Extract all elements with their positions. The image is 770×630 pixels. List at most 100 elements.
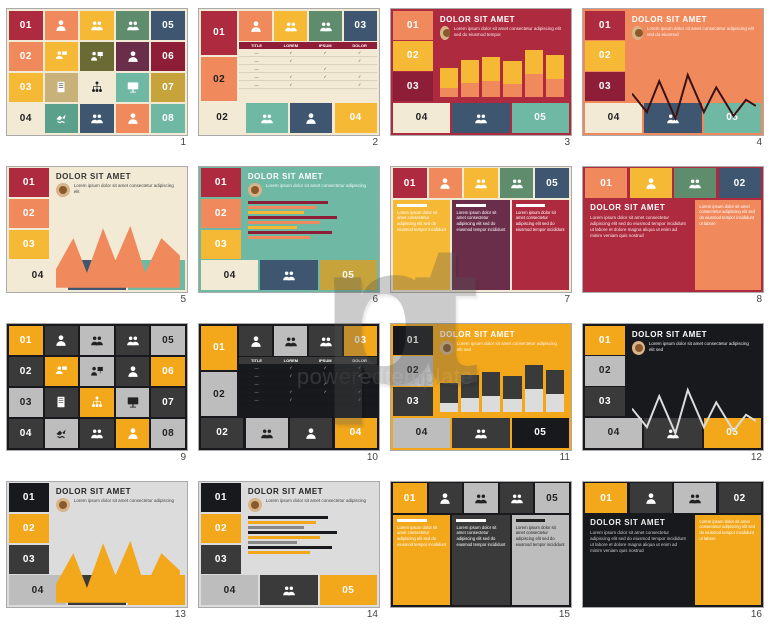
slide-number: 13 xyxy=(6,608,188,622)
icon-tile xyxy=(290,103,332,133)
icon-tile xyxy=(630,168,672,198)
slide-number: 2 xyxy=(198,136,380,150)
number-tile: 05 xyxy=(151,11,184,40)
avatar-icon xyxy=(632,26,643,40)
icon-tile xyxy=(80,326,113,355)
icon-tile xyxy=(80,357,113,386)
number-tile: 06 xyxy=(151,42,184,71)
slide-thumbnail[interactable]: 0102030405DOLOR SIT AMETLorem ipsum dolo… xyxy=(390,323,572,451)
number-tile: 03 xyxy=(9,73,42,102)
number-tile: 03 xyxy=(393,72,433,101)
desc-text: Lorem ipsum dolor sit amet consectetur a… xyxy=(457,341,564,353)
number-tile: 01 xyxy=(585,11,625,40)
number-tile: 04 xyxy=(335,103,377,133)
number-tile: 02 xyxy=(393,356,433,385)
icon-tile xyxy=(239,11,272,41)
icon-tile xyxy=(116,42,149,71)
number-tile: 01 xyxy=(393,326,433,355)
number-tile: 01 xyxy=(201,168,241,197)
number-tile: 03 xyxy=(393,387,433,416)
icon-tile xyxy=(116,357,149,386)
chart-area xyxy=(632,44,756,131)
icon-tile xyxy=(246,418,288,448)
number-tile: 02 xyxy=(393,41,433,70)
number-tile: 01 xyxy=(585,326,625,355)
slide-thumbnail[interactable]: 0102DOLOR SIT AMETLorem ipsum dolor sit … xyxy=(582,166,764,294)
icon-tile xyxy=(674,168,716,198)
slide-number: 9 xyxy=(6,451,188,465)
chart-area xyxy=(632,359,756,446)
number-tile: 02 xyxy=(9,357,42,386)
number-tile: 03 xyxy=(9,388,42,417)
number-tile: 04 xyxy=(201,575,258,605)
text-column: Lorem ipsum dolor sit amet consectetur a… xyxy=(512,200,569,291)
number-tile: 08 xyxy=(151,104,184,133)
number-tile: 03 xyxy=(585,72,625,101)
slide-thumbnail[interactable]: 0105Lorem ipsum dolor sit amet consectet… xyxy=(390,481,572,609)
slide-thumbnail[interactable]: 0102020403TITLELOREMIPSUMDOLOR—✓✓✓—✓✓—✓—… xyxy=(198,8,380,136)
number-tile: 04 xyxy=(393,103,450,133)
slide-thumbnail[interactable]: 0102030405DOLOR SIT AMETLorem ipsum dolo… xyxy=(198,166,380,294)
icon-tile xyxy=(116,388,149,417)
icon-tile xyxy=(274,326,307,356)
text-column: Lorem ipsum dolor sit amet consectetur a… xyxy=(393,515,450,606)
slide-title: DOLOR SIT AMET xyxy=(632,330,707,339)
main-panel: DOLOR SIT AMETLorem ipsum dolor sit amet… xyxy=(627,326,761,417)
icon-tile xyxy=(630,483,672,513)
number-tile: 03 xyxy=(9,230,49,259)
main-panel: DOLOR SIT AMETLorem ipsum dolor sit amet… xyxy=(51,483,185,574)
slide-title: DOLOR SIT AMET xyxy=(248,487,323,496)
main-panel: DOLOR SIT AMETLorem ipsum dolor sit amet… xyxy=(435,326,569,417)
number-tile: 05 xyxy=(512,418,569,448)
text-column: Lorem ipsum dolor sit amet consectetur a… xyxy=(452,515,509,606)
slide-thumbnail[interactable]: 0102030405DOLOR SIT AMETLorem ipsum dolo… xyxy=(198,481,380,609)
slide-thumbnail[interactable]: 0102020403TITLELOREMIPSUMDOLOR—✓✓✓—✓✓—✓—… xyxy=(198,323,380,451)
side-panel: Lorem ipsum dolor sit amet consectetur a… xyxy=(695,200,761,291)
main-text: DOLOR SIT AMETLorem ipsum dolor sit amet… xyxy=(585,200,693,291)
icon-tile xyxy=(80,42,113,71)
side-panel: Lorem ipsum dolor sit amet consectetur a… xyxy=(695,515,761,606)
slide-thumbnail[interactable]: 0102030405DOLOR SIT AMETLorem ipsum dolo… xyxy=(582,323,764,451)
icon-tile xyxy=(452,103,509,133)
slide-grid: 010502060307040810102020403TITLELOREMIPS… xyxy=(6,8,764,622)
slide-number: 6 xyxy=(198,293,380,307)
desc-text: Lorem ipsum dolor sit amet consectetur a… xyxy=(454,26,564,38)
number-tile: 02 xyxy=(719,483,761,513)
slide-thumbnail[interactable]: 0102DOLOR SIT AMETLorem ipsum dolor sit … xyxy=(582,481,764,609)
main-panel: DOLOR SIT AMETLorem ipsum dolor sit amet… xyxy=(243,483,377,574)
number-tile: 01 xyxy=(9,483,49,512)
number-tile: 02 xyxy=(201,514,241,543)
text-column: Lorem ipsum dolor sit amet consectetur a… xyxy=(393,200,450,291)
icon-tile xyxy=(309,11,342,41)
slide-thumbnail[interactable]: 0102030405DOLOR SIT AMETLorem ipsum dolo… xyxy=(390,8,572,136)
icon-tile xyxy=(116,419,149,448)
slide-thumbnail[interactable]: 0102030405DOLOR SIT AMETLorem ipsum dolo… xyxy=(6,481,188,609)
slide-number: 7 xyxy=(390,293,572,307)
number-tile: 05 xyxy=(151,326,184,355)
main-text: DOLOR SIT AMETLorem ipsum dolor sit amet… xyxy=(585,515,693,606)
chart-area xyxy=(56,516,180,603)
icon-tile xyxy=(429,168,462,198)
number-tile: 01 xyxy=(201,483,241,512)
desc-text: Lorem ipsum dolor sit amet consectetur a… xyxy=(647,26,756,38)
slide-title: DOLOR SIT AMET xyxy=(56,172,131,181)
slide-thumbnail[interactable]: 0102030405DOLOR SIT AMETLorem ipsum dolo… xyxy=(582,8,764,136)
icon-tile xyxy=(116,104,149,133)
number-tile: 03 xyxy=(344,11,377,41)
icon-tile xyxy=(116,11,149,40)
icon-tile xyxy=(464,168,497,198)
text-column: Lorem ipsum dolor sit amet consectetur a… xyxy=(452,200,509,291)
number-tile: 05 xyxy=(320,575,377,605)
icon-tile xyxy=(239,326,272,356)
number-tile: 05 xyxy=(320,260,377,290)
slide-thumbnail[interactable]: 0105020603070408 xyxy=(6,323,188,451)
slide-thumbnail[interactable]: 0102030405DOLOR SIT AMETLorem ipsum dolo… xyxy=(6,166,188,294)
number-tile: 02 xyxy=(201,103,243,133)
avatar-icon xyxy=(248,183,262,197)
slide-thumbnail[interactable]: 0105Lorem ipsum dolor sit amet consectet… xyxy=(390,166,572,294)
main-panel: DOLOR SIT AMETLorem ipsum dolor sit amet… xyxy=(627,11,761,102)
icon-tile xyxy=(45,388,78,417)
number-tile: 05 xyxy=(535,483,568,513)
icon-tile xyxy=(500,168,533,198)
slide-thumbnail[interactable]: 0105020603070408 xyxy=(6,8,188,136)
